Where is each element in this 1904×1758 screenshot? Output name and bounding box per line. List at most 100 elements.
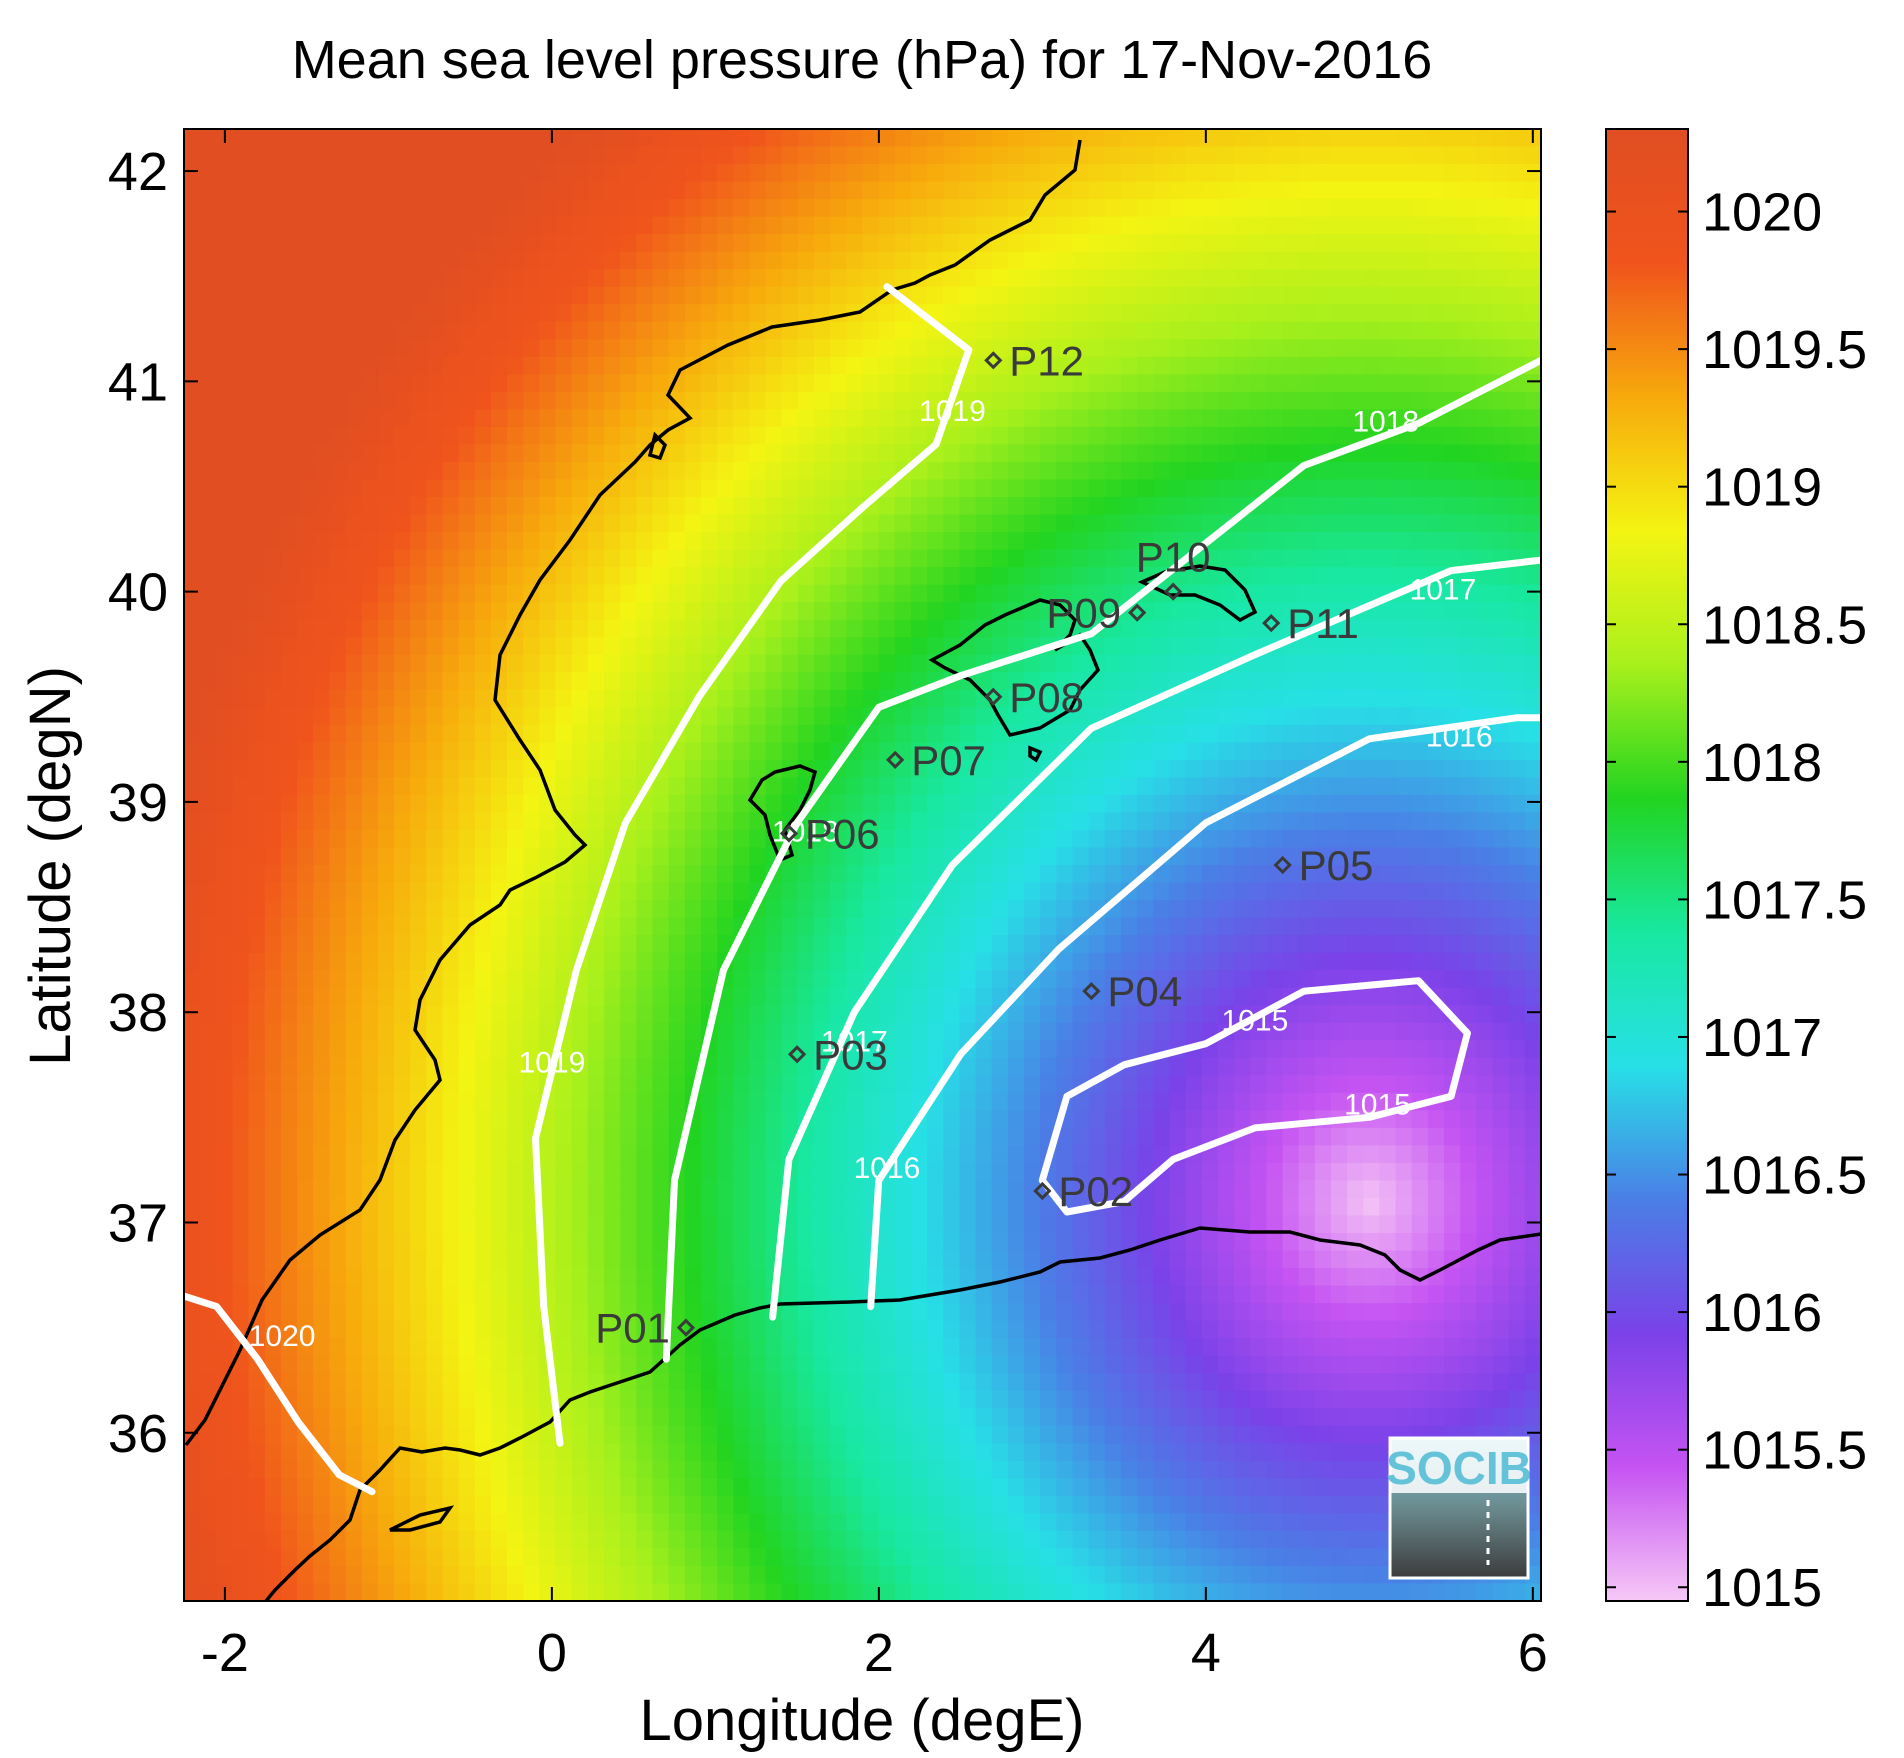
- heat-cell: [700, 970, 718, 989]
- heat-cell: [1234, 707, 1252, 726]
- heat-cell: [345, 1075, 363, 1094]
- heat-cell: [507, 532, 525, 551]
- heat-cell: [1056, 497, 1074, 516]
- heat-cell: [1056, 1005, 1074, 1024]
- heat-cell: [636, 882, 654, 901]
- heat-cell: [458, 567, 476, 586]
- heat-cell: [507, 391, 525, 411]
- heat-cell: [652, 707, 670, 726]
- heat-cell: [878, 129, 896, 148]
- heat-cell: [620, 1075, 638, 1094]
- heat-cell: [297, 777, 315, 796]
- heat-cell: [280, 777, 298, 796]
- heat-cell: [1330, 181, 1348, 200]
- heat-cell: [1056, 865, 1074, 884]
- heat-cell: [910, 146, 928, 165]
- heat-cell: [927, 935, 945, 954]
- heat-cell: [1492, 234, 1510, 253]
- heat-cell: [410, 1145, 428, 1164]
- heat-cell: [1427, 549, 1445, 568]
- heat-cell: [620, 269, 638, 288]
- heat-cell: [1266, 672, 1284, 691]
- heat-cell: [1104, 917, 1122, 936]
- heat-cell: [1298, 952, 1316, 971]
- heat-cell: [394, 1162, 411, 1182]
- heat-cell: [1524, 1092, 1541, 1112]
- heat-cell: [216, 724, 234, 744]
- heat-cell: [604, 199, 621, 218]
- heat-cell: [878, 1127, 896, 1147]
- heat-cell: [1524, 952, 1541, 971]
- heat-cell: [636, 216, 654, 235]
- heat-cell: [1120, 865, 1138, 884]
- heat-cell: [1444, 672, 1462, 691]
- heat-cell: [410, 426, 428, 446]
- heat-cell: [1056, 654, 1074, 674]
- heat-cell: [749, 637, 767, 656]
- heat-cell: [862, 1040, 880, 1059]
- heat-cell: [377, 234, 395, 253]
- heat-cell: [297, 479, 315, 498]
- heat-cell: [1007, 742, 1025, 761]
- heat-cell: [1056, 724, 1074, 744]
- heat-cell: [297, 812, 315, 831]
- heat-cell: [345, 952, 363, 971]
- heat-cell: [1201, 742, 1219, 761]
- heat-cell: [1040, 409, 1058, 428]
- heat-cell: [652, 146, 670, 165]
- heat-cell: [1120, 374, 1138, 393]
- heat-cell: [329, 304, 347, 323]
- heat-cell: [474, 321, 492, 341]
- heat-cell: [1250, 1022, 1268, 1042]
- heat-cell: [1363, 1075, 1381, 1094]
- heat-cell: [1040, 917, 1058, 936]
- heat-cell: [1444, 164, 1462, 183]
- heat-cell: [394, 1092, 411, 1112]
- heat-cell: [1298, 742, 1316, 761]
- heat-cell: [846, 479, 864, 498]
- heat-cell: [523, 321, 541, 341]
- heat-cell: [894, 847, 912, 866]
- heat-cell: [1298, 304, 1316, 323]
- heat-cell: [329, 514, 347, 533]
- heat-cell: [668, 672, 686, 691]
- heat-cell: [797, 567, 815, 586]
- heat-cell: [636, 619, 654, 638]
- heat-cell: [1217, 304, 1235, 323]
- heat-cell: [797, 935, 815, 954]
- heat-cell: [184, 391, 201, 411]
- heat-cell: [426, 777, 444, 796]
- heat-cell: [733, 234, 751, 253]
- heat-cell: [1379, 444, 1397, 463]
- heat-cell: [1104, 812, 1122, 831]
- heat-cell: [636, 234, 654, 253]
- heat-cell: [1266, 234, 1284, 253]
- heat-cell: [507, 444, 525, 463]
- heat-cell: [862, 216, 880, 235]
- heat-cell: [539, 356, 557, 376]
- heat-cell: [894, 724, 912, 744]
- heat-cell: [1185, 269, 1203, 288]
- heat-cell: [184, 532, 201, 551]
- heat-cell: [797, 356, 815, 376]
- heat-cell: [1395, 794, 1413, 814]
- heat-cell: [555, 409, 573, 428]
- heat-cell: [1427, 461, 1445, 481]
- heat-cell: [442, 129, 460, 148]
- heat-cell: [910, 1075, 928, 1094]
- heat-cell: [1185, 181, 1203, 200]
- heat-cell: [1363, 374, 1381, 393]
- heat-cell: [717, 794, 735, 814]
- heat-cell: [1266, 865, 1284, 884]
- heat-cell: [1476, 1040, 1494, 1059]
- heat-cell: [604, 812, 621, 831]
- heat-cell: [1234, 234, 1252, 253]
- heat-cell: [507, 900, 525, 919]
- heat-cell: [1347, 759, 1365, 779]
- heat-cell: [555, 426, 573, 446]
- heat-cell: [700, 304, 718, 323]
- heat-cell: [442, 304, 460, 323]
- heat-cell: [184, 1145, 201, 1164]
- heat-cell: [733, 707, 751, 726]
- heat-cell: [797, 742, 815, 761]
